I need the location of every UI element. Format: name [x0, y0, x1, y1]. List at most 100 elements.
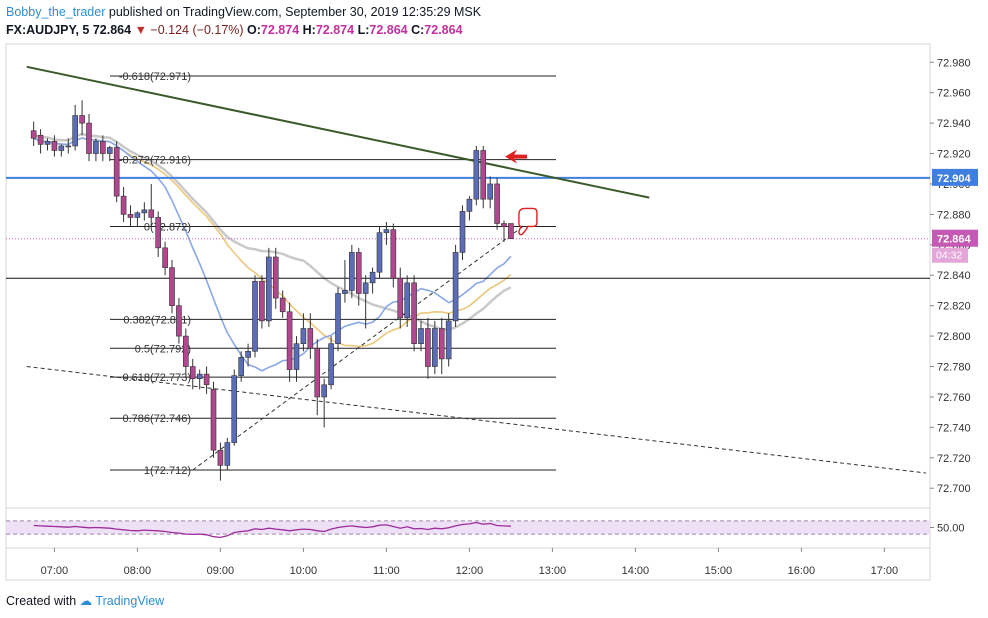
trendline-resistance — [26, 65, 650, 199]
price-tick-label: 72.740 — [937, 422, 971, 434]
candle-body — [307, 328, 314, 349]
time-tick-label: 13:00 — [539, 565, 567, 577]
candle-body — [65, 145, 72, 148]
down-triangle-icon: ▼ — [134, 23, 147, 37]
markers: 72.904 72.864 04:32 — [505, 149, 978, 263]
candle-body — [30, 130, 37, 139]
candle-body — [100, 141, 106, 154]
time-tick-label: 09:00 — [207, 565, 235, 577]
fib-level-label: 1(72.712) — [144, 465, 191, 477]
candle-body — [438, 328, 445, 360]
candle-body — [37, 134, 44, 145]
price-change: −0.124 (−0.17%) — [150, 23, 244, 37]
low-label: L: — [357, 23, 370, 37]
price-tick-label: 72.840 — [937, 270, 971, 282]
time-tick-label: 12:00 — [456, 565, 484, 577]
price-tick-label: 72.820 — [937, 301, 971, 313]
candle-body — [93, 141, 99, 154]
candle-body — [452, 252, 459, 322]
candle-body — [134, 212, 141, 218]
open-label: O: — [247, 23, 261, 37]
price-tick-label: 72.940 — [937, 118, 971, 130]
close-value: 72.864 — [424, 23, 463, 37]
candle-body — [362, 282, 369, 294]
tradingview-link[interactable]: TradingView — [95, 594, 165, 608]
candle-body — [106, 147, 113, 154]
price-tick-label: 72.920 — [937, 149, 971, 161]
candle-body — [252, 281, 258, 352]
candle-body — [196, 373, 203, 379]
candle-body — [113, 147, 120, 197]
candle-body — [342, 290, 348, 294]
candle-body — [217, 449, 224, 466]
horizontal-price-label: 72.904 — [937, 173, 972, 185]
time-tick-label: 07:00 — [41, 565, 69, 577]
rsi-pane: 50.00 — [6, 520, 965, 539]
chart-frame — [5, 43, 931, 581]
candle-body — [86, 122, 92, 154]
candle-body — [432, 328, 438, 367]
candle-body — [300, 328, 307, 344]
created-with-text: Created with — [6, 594, 77, 608]
candle-body — [245, 351, 251, 358]
candle-body — [349, 252, 355, 291]
publish-text: published on TradingView.com, September … — [108, 5, 482, 19]
rsi-tick-label: 50.00 — [937, 523, 965, 535]
price-tick-label: 72.780 — [937, 362, 971, 374]
publish-info: Bobby_the_trader published on TradingVie… — [6, 5, 481, 19]
red-arrow-icon — [505, 149, 528, 164]
time-tick-label: 15:00 — [705, 565, 733, 577]
candle-body — [397, 277, 404, 319]
candle-body — [293, 343, 300, 370]
trendline-rising — [192, 224, 526, 471]
high-label: H: — [302, 23, 316, 37]
moving-averages — [33, 132, 512, 372]
candle-body — [176, 305, 182, 337]
last-price-tag — [932, 229, 978, 247]
time-tick-label: 14:00 — [622, 565, 650, 577]
candle-body — [459, 211, 466, 253]
last-price: 72.864 — [92, 23, 132, 37]
symbol-legend: FX:AUDJPY, 5 72.864 ▼ −0.124 (−0.17%) O:… — [6, 23, 463, 37]
candle-body — [466, 198, 473, 212]
rsi-band — [6, 520, 930, 535]
candle-body — [286, 311, 293, 370]
candle-body — [210, 389, 217, 451]
price-tick-label: 72.880 — [937, 209, 971, 221]
symbol-name[interactable]: FX:AUDJPY, 5 — [6, 23, 90, 37]
candle-body — [279, 297, 286, 313]
ma-orange-line — [33, 137, 512, 348]
footer: Created with ☁ TradingView — [6, 593, 164, 608]
close-label: C: — [411, 23, 425, 37]
candle-body — [141, 209, 148, 214]
candle-body — [266, 256, 272, 322]
candle-body — [127, 214, 134, 218]
chart-border — [5, 43, 931, 581]
ma-gray-line — [33, 132, 512, 331]
candle-body — [487, 183, 493, 200]
last-price-label: 72.864 — [937, 234, 972, 246]
candle-body — [335, 293, 341, 344]
candle-body — [203, 373, 210, 386]
author-link[interactable]: Bobby_the_trader — [6, 5, 106, 19]
price-tick-label: 72.980 — [937, 57, 971, 69]
fib-level-label: 0.382(72.811) — [123, 314, 191, 326]
candle-body — [390, 229, 397, 279]
price-tick-label: 72.760 — [937, 392, 971, 404]
candle-body — [418, 328, 424, 344]
candle-body — [162, 247, 168, 268]
ma-blue-line — [33, 137, 512, 372]
candle-body — [411, 282, 417, 344]
candle-body — [480, 150, 487, 200]
countdown-label: 04:32 — [936, 250, 962, 262]
horizontal-price-tag — [932, 168, 978, 186]
time-tick-label: 10:00 — [290, 565, 318, 577]
time-tick-label: 16:00 — [788, 565, 816, 577]
trendline-lower — [26, 366, 926, 474]
candle-body — [72, 115, 78, 147]
candle-body — [376, 232, 383, 273]
candle-body — [383, 229, 390, 233]
candle-body — [155, 217, 161, 249]
candle-body — [58, 145, 65, 151]
